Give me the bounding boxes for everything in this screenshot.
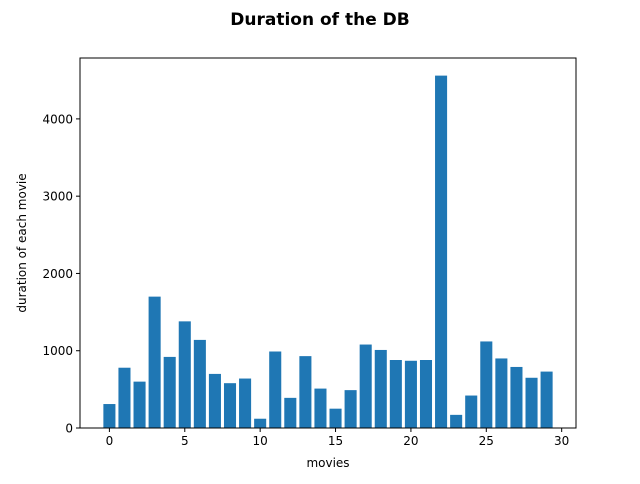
bar-9 xyxy=(239,378,252,428)
bar-17 xyxy=(359,344,372,428)
bar-15 xyxy=(329,408,342,428)
bar-20 xyxy=(404,360,417,428)
bar-6 xyxy=(193,339,206,428)
bar-1 xyxy=(118,367,131,428)
x-tick-label: 20 xyxy=(403,434,418,448)
bar-23 xyxy=(450,414,463,428)
x-tick-label: 15 xyxy=(328,434,343,448)
bar-19 xyxy=(389,360,402,428)
bar-21 xyxy=(419,360,433,428)
bar-13 xyxy=(299,356,312,428)
bar-26 xyxy=(495,358,508,428)
chart-title: Duration of the DB xyxy=(230,10,409,30)
x-tick-label: 5 xyxy=(181,434,189,448)
y-tick-label: 2000 xyxy=(42,267,73,281)
bar-29 xyxy=(540,371,553,428)
x-tick-label: 0 xyxy=(106,434,114,448)
bar-10 xyxy=(254,418,267,428)
bar-2 xyxy=(133,381,146,428)
bar-7 xyxy=(208,373,221,428)
bar-3 xyxy=(148,296,161,428)
x-axis-label: movies xyxy=(306,456,349,470)
y-tick-label: 4000 xyxy=(42,112,73,126)
y-tick-label: 1000 xyxy=(42,344,73,358)
bar-24 xyxy=(465,395,478,428)
bar-5 xyxy=(178,321,191,428)
y-tick-label: 0 xyxy=(65,422,73,436)
bar-4 xyxy=(163,356,176,428)
bar-12 xyxy=(284,397,297,428)
x-tick-label: 10 xyxy=(253,434,268,448)
bars-group xyxy=(103,75,553,429)
bar-0 xyxy=(103,404,116,428)
bar-14 xyxy=(314,388,327,428)
y-axis-label: duration of each movie xyxy=(15,173,29,312)
plot-frame xyxy=(79,57,577,429)
bar-18 xyxy=(374,349,387,428)
bar-8 xyxy=(223,383,237,428)
x-tick-label: 30 xyxy=(554,434,569,448)
x-axis-ticks: 0 5 10 15 20 25 30 xyxy=(106,428,569,448)
bar-22 xyxy=(435,75,448,429)
bar-11 xyxy=(269,351,282,428)
bar-28 xyxy=(525,377,538,428)
x-tick-label: 25 xyxy=(479,434,494,448)
y-axis-ticks: 0 1000 2000 3000 4000 xyxy=(42,112,80,436)
bar-27 xyxy=(510,366,523,428)
bar-16 xyxy=(344,390,357,428)
y-tick-label: 3000 xyxy=(42,190,73,204)
bar-25 xyxy=(480,341,493,428)
